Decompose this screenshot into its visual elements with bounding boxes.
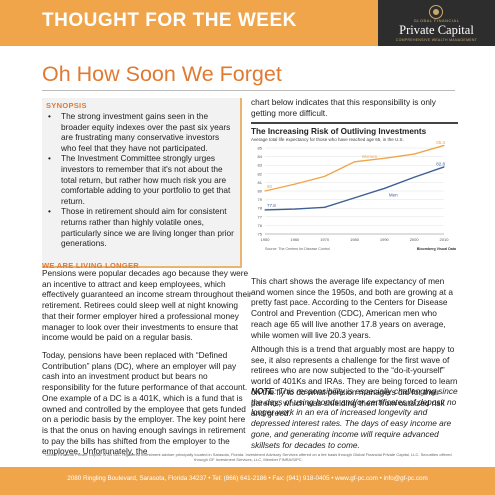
y-tick-label: 82 [258, 171, 263, 176]
y-tick-label: 85 [258, 146, 263, 151]
y-tick-label: 81 [258, 180, 263, 185]
chart-top-rule [251, 122, 458, 124]
logo-subtitle: COMPREHENSIVE WEALTH MANAGEMENT [395, 38, 478, 42]
chart-credit: Bloomberg Visual Data [417, 247, 457, 251]
company-logo: GLOBAL FINANCIAL Private Capital COMPREH… [378, 0, 495, 46]
data-point [324, 206, 326, 208]
data-point [353, 161, 356, 163]
data-point [443, 144, 445, 147]
start-value-label: 80 [267, 184, 273, 189]
synopsis-item: • The strong investment gains seen in the… [46, 111, 234, 153]
chart-subtitle: Average total life expectancy for those … [251, 137, 404, 142]
right-paragraph-2: This chart shows the average life expect… [251, 276, 454, 340]
logo-top-text: GLOBAL FINANCIAL [413, 18, 460, 23]
y-tick-label: 84 [258, 154, 263, 159]
x-tick-label: 1990 [380, 237, 390, 242]
data-point [264, 209, 266, 211]
series-line-women [264, 144, 445, 192]
note-text: : This responsibility is especially chal… [251, 386, 458, 450]
start-value-label: 77.8 [267, 203, 276, 208]
synopsis-item-text: The Investment Committee strongly urges … [61, 153, 231, 206]
y-tick-label: 76 [258, 223, 263, 228]
data-point [324, 175, 326, 177]
x-tick-label: 1980 [350, 237, 360, 242]
synopsis-item: • The Investment Committee strongly urges… [46, 153, 234, 206]
synopsis-item-text: The strong investment gains seen in the … [61, 111, 231, 153]
page-title: Oh How Soon We Forget [42, 62, 282, 86]
note-label: NOTE [251, 386, 275, 396]
y-tick-label: 80 [258, 189, 263, 194]
synopsis-box: SYNOPSIS • The strong investment gains se… [42, 98, 242, 268]
y-tick-label: 79 [258, 197, 263, 202]
end-value-label: 82.8 [436, 161, 445, 166]
x-tick-label: 1950 [261, 237, 271, 242]
life-expectancy-chart: The Increasing Risk of Outliving Investm… [251, 122, 458, 272]
y-tick-label: 83 [258, 163, 263, 168]
note-paragraph: NOTE: This responsibility is especially … [251, 386, 458, 450]
y-tick-label: 75 [258, 232, 263, 237]
logo-name: Private Capital [399, 23, 474, 37]
disclaimer: Global Financial Private Capital, is an … [45, 452, 452, 462]
end-value-label: 85.3 [436, 140, 445, 145]
data-point [383, 187, 385, 190]
chart-plot: 75 76 77 78 79 80 81 82 83 84 85 1950 1960 1970 1980 19… [258, 140, 457, 251]
data-point [294, 208, 296, 210]
logo-emblem-icon [429, 5, 443, 19]
x-tick-label: 1970 [320, 237, 330, 242]
footer-bar: 2080 Ringling Boulevard, Sarasota, Flori… [0, 467, 495, 495]
data-point [413, 176, 415, 178]
left-paragraph-2: Today, pensions have been replaced with … [42, 350, 248, 457]
right-paragraph-3: Although this is a trend that arguably m… [251, 344, 458, 419]
chart-title: The Increasing Risk of Outliving Investm… [251, 127, 427, 136]
x-tick-label: 2010 [440, 237, 450, 242]
synopsis-title: SYNOPSIS [46, 101, 87, 110]
bullet-icon: • [48, 111, 51, 121]
bullet-icon: • [48, 153, 51, 164]
synopsis-list: • The strong investment gains seen in the… [46, 111, 234, 249]
section-title: WE ARE LIVING LONGER [42, 261, 139, 270]
chart-source: Source: The Centers for Disease Control [265, 247, 330, 251]
synopsis-item-text: Those in retirement should aim for consi… [61, 206, 234, 249]
series-label: Women [362, 154, 378, 159]
banner-title: THOUGHT FOR THE WEEK [42, 10, 297, 31]
footer-contact: 2080 Ringling Boulevard, Sarasota, Flori… [67, 475, 428, 482]
header-banner: THOUGHT FOR THE WEEK GLOBAL FINANCIAL Pr… [0, 0, 495, 46]
bullet-icon: • [48, 206, 51, 217]
y-tick-label: 78 [258, 206, 263, 211]
synopsis-item: • Those in retirement should aim for cons… [46, 206, 234, 248]
series-line-men [264, 166, 445, 211]
data-point [443, 166, 445, 168]
left-paragraph-1: Pensions were popular decades ago becaus… [42, 268, 252, 343]
series-label: Men [389, 192, 398, 197]
right-paragraph-1: chart below indicates that this responsi… [251, 97, 436, 118]
data-point [353, 197, 356, 199]
data-point [294, 183, 296, 185]
y-tick-label: 77 [258, 214, 263, 219]
x-tick-label: 1960 [290, 237, 300, 242]
data-point [383, 157, 385, 159]
title-divider [42, 90, 455, 91]
data-point [264, 190, 266, 192]
x-tick-label: 2000 [410, 237, 420, 242]
data-point [413, 153, 415, 155]
